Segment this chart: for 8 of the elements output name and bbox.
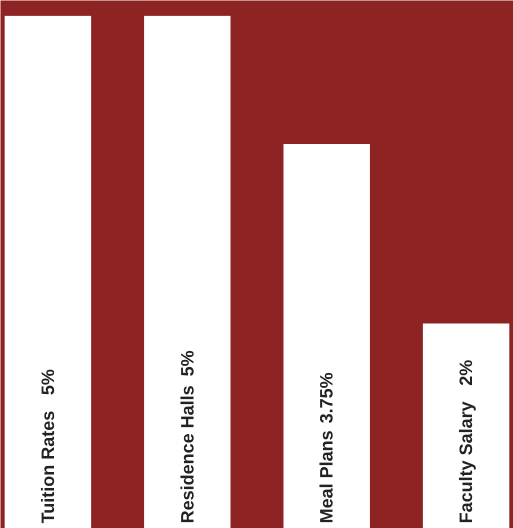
x-tick-label: Meal Plans xyxy=(316,430,337,524)
data-label: 3.75% xyxy=(316,372,337,424)
data-label: 2% xyxy=(456,360,476,386)
x-tick-label: Tuition Rates xyxy=(38,410,58,524)
x-tick-label: Faculty Salary xyxy=(456,401,476,524)
data-label: 5% xyxy=(177,350,198,376)
x-tick-label: Residence Halls xyxy=(177,385,198,524)
data-label: 5% xyxy=(38,369,58,396)
